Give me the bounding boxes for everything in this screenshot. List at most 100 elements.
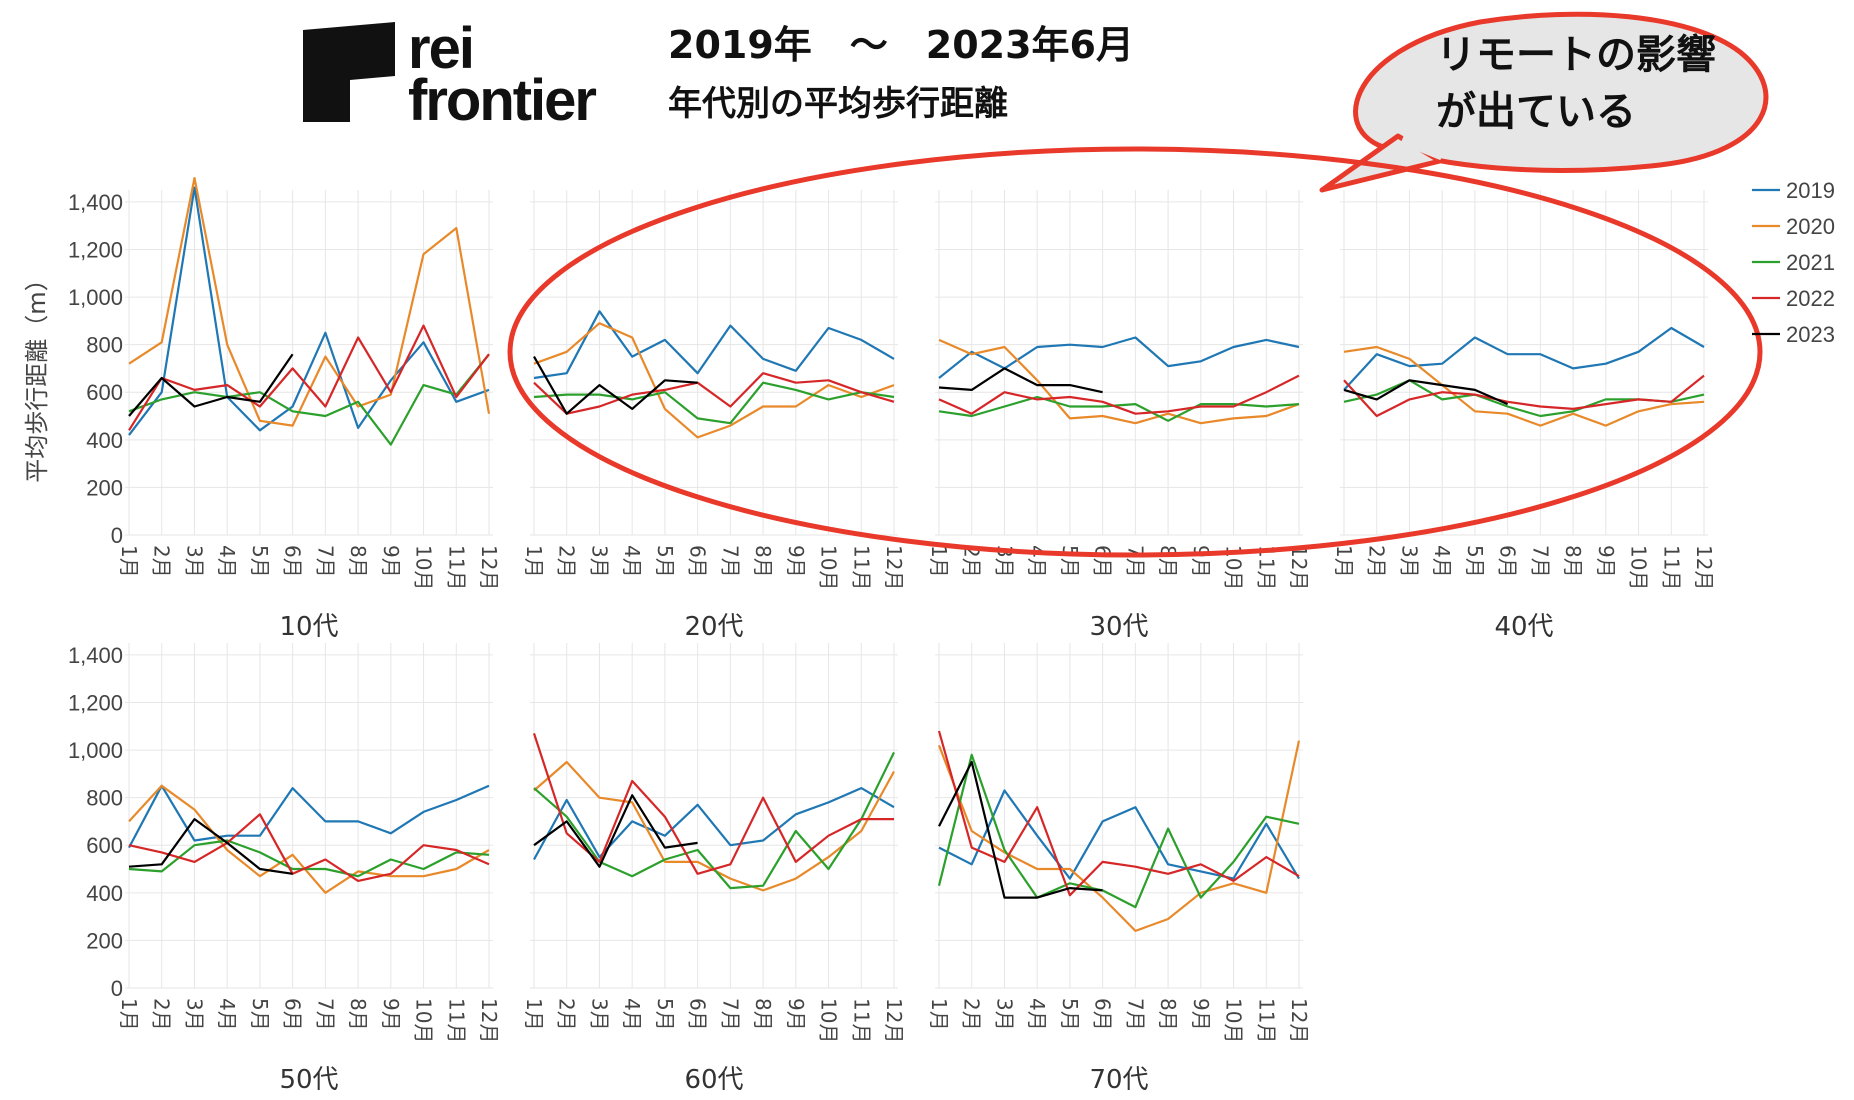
x-tick-label: 6月	[1091, 998, 1115, 1031]
legend-label: 2020	[1786, 214, 1835, 239]
x-tick-label: 10月	[1222, 998, 1246, 1043]
legend-label: 2022	[1786, 286, 1835, 311]
x-tick-label: 8月	[346, 545, 370, 578]
x-tick-label: 12月	[1287, 545, 1311, 590]
x-tick-label: 2月	[1365, 545, 1389, 578]
x-tick-label: 12月	[882, 545, 906, 590]
series-line-2019	[1343, 326, 1705, 391]
panel-title: 20代	[684, 612, 743, 642]
series-line-2022	[1343, 374, 1705, 418]
x-tick-label: 1月	[117, 545, 141, 578]
x-tick-label: 8月	[1561, 545, 1585, 578]
panel-title: 50代	[279, 1065, 338, 1095]
series-line-2022	[533, 372, 895, 415]
legend-label: 2023	[1786, 322, 1835, 347]
x-tick-label: 6月	[686, 545, 710, 578]
legend-label: 2021	[1786, 250, 1835, 275]
logo-text-frontier: frontier	[408, 68, 596, 133]
panel-4: 0 200 400 600 800 1,000 1,200 1,400 1月 2月 3月 4月 5月 6月…	[68, 643, 501, 1095]
x-tick-label: 6月	[1091, 545, 1115, 578]
x-tick-label: 10月	[412, 545, 436, 590]
highlight-ellipse	[507, 146, 1763, 558]
x-tick-label: 9月	[379, 545, 403, 578]
x-tick-label: 3月	[587, 998, 611, 1031]
series-line-2021	[128, 839, 490, 878]
callout-line2: が出ている	[1436, 89, 1636, 135]
panel-title: 30代	[1089, 612, 1148, 642]
y-tick-label: 800	[86, 786, 123, 811]
series-line-2023	[128, 353, 294, 417]
y-tick-label: 600	[86, 380, 123, 405]
series-line-2022	[937, 730, 1300, 897]
y-tick-label: 1,000	[68, 738, 123, 763]
x-tick-label: 12月	[882, 998, 906, 1043]
x-tick-label: 5月	[248, 545, 272, 578]
series-line-2022	[532, 733, 894, 875]
series-line-2022	[128, 813, 490, 883]
x-tick-label: 9月	[379, 998, 403, 1031]
x-tick-label: 8月	[346, 998, 370, 1031]
x-tick-label: 1月	[927, 998, 951, 1031]
y-tick-label: 0	[111, 976, 123, 1001]
x-tick-label: 5月	[1463, 545, 1487, 578]
series-line-2023	[938, 760, 1103, 899]
panel-title: 10代	[279, 612, 338, 642]
x-tick-label: 4月	[215, 545, 239, 578]
x-tick-label: 6月	[686, 998, 710, 1031]
logo: rei frontier	[303, 16, 598, 133]
x-tick-label: 3月	[587, 545, 611, 578]
x-tick-label: 9月	[1189, 545, 1213, 578]
series-line-2020	[937, 740, 1301, 933]
x-tick-label: 7月	[313, 998, 337, 1031]
x-tick-label: 2月	[150, 998, 174, 1031]
x-tick-label: 9月	[1594, 545, 1618, 578]
y-tick-label: 600	[86, 833, 123, 858]
x-tick-label: 10月	[412, 998, 436, 1043]
x-tick-label: 11月	[849, 998, 873, 1043]
y-tick-label: 200	[86, 928, 123, 953]
bubble-tail-cover	[1400, 135, 1444, 161]
panel-3: 1月 2月 3月 4月 5月 6月 7月 8月 9月 10月 11月 12月 40代	[1332, 190, 1716, 642]
x-tick-label: 1月	[522, 545, 546, 578]
series-line-2021	[533, 381, 895, 425]
series-line-2020	[938, 338, 1300, 425]
x-tick-label: 9月	[784, 545, 808, 578]
series-line-2019	[533, 786, 895, 861]
panel-title: 70代	[1089, 1065, 1148, 1095]
logo-text-rei: rei	[408, 16, 473, 81]
x-tick-label: 9月	[784, 998, 808, 1031]
y-tick-label: 1,200	[68, 237, 123, 262]
series-line-2019	[938, 336, 1300, 379]
series-line-2019	[938, 789, 1300, 880]
subtitle: 年代別の平均歩行距離	[668, 84, 1008, 124]
series-line-2023	[128, 817, 293, 875]
x-tick-label: 1月	[1332, 545, 1356, 578]
x-tick-label: 11月	[444, 998, 468, 1043]
legend: 2019 2020 2021 2022 2023	[1752, 178, 1835, 347]
y-axis-label: 平均歩行距離（m）	[23, 267, 51, 482]
x-tick-label: 1月	[927, 545, 951, 578]
x-tick-label: 7月	[718, 998, 742, 1031]
x-tick-label: 1月	[522, 998, 546, 1031]
legend-label: 2019	[1786, 178, 1835, 203]
x-tick-label: 9月	[1189, 998, 1213, 1031]
x-tick-label: 10月	[817, 545, 841, 590]
callout-line1: リモートの影響	[1436, 32, 1716, 78]
bubble-shape	[1353, 11, 1769, 173]
series-line-2023	[938, 367, 1103, 394]
series-line-2019	[128, 186, 490, 436]
x-tick-label: 5月	[653, 545, 677, 578]
x-tick-label: 12月	[1287, 998, 1311, 1043]
x-tick-label: 3月	[1397, 545, 1421, 578]
y-tick-label: 0	[111, 523, 123, 548]
x-tick-label: 5月	[248, 998, 272, 1031]
x-tick-label: 7月	[313, 545, 337, 578]
x-tick-label: 4月	[620, 998, 644, 1031]
x-tick-label: 12月	[477, 998, 501, 1043]
x-tick-label: 5月	[1058, 998, 1082, 1031]
y-tick-label: 1,400	[68, 190, 123, 215]
x-tick-label: 4月	[620, 545, 644, 578]
x-tick-label: 12月	[477, 545, 501, 590]
x-tick-label: 6月	[1496, 545, 1520, 578]
